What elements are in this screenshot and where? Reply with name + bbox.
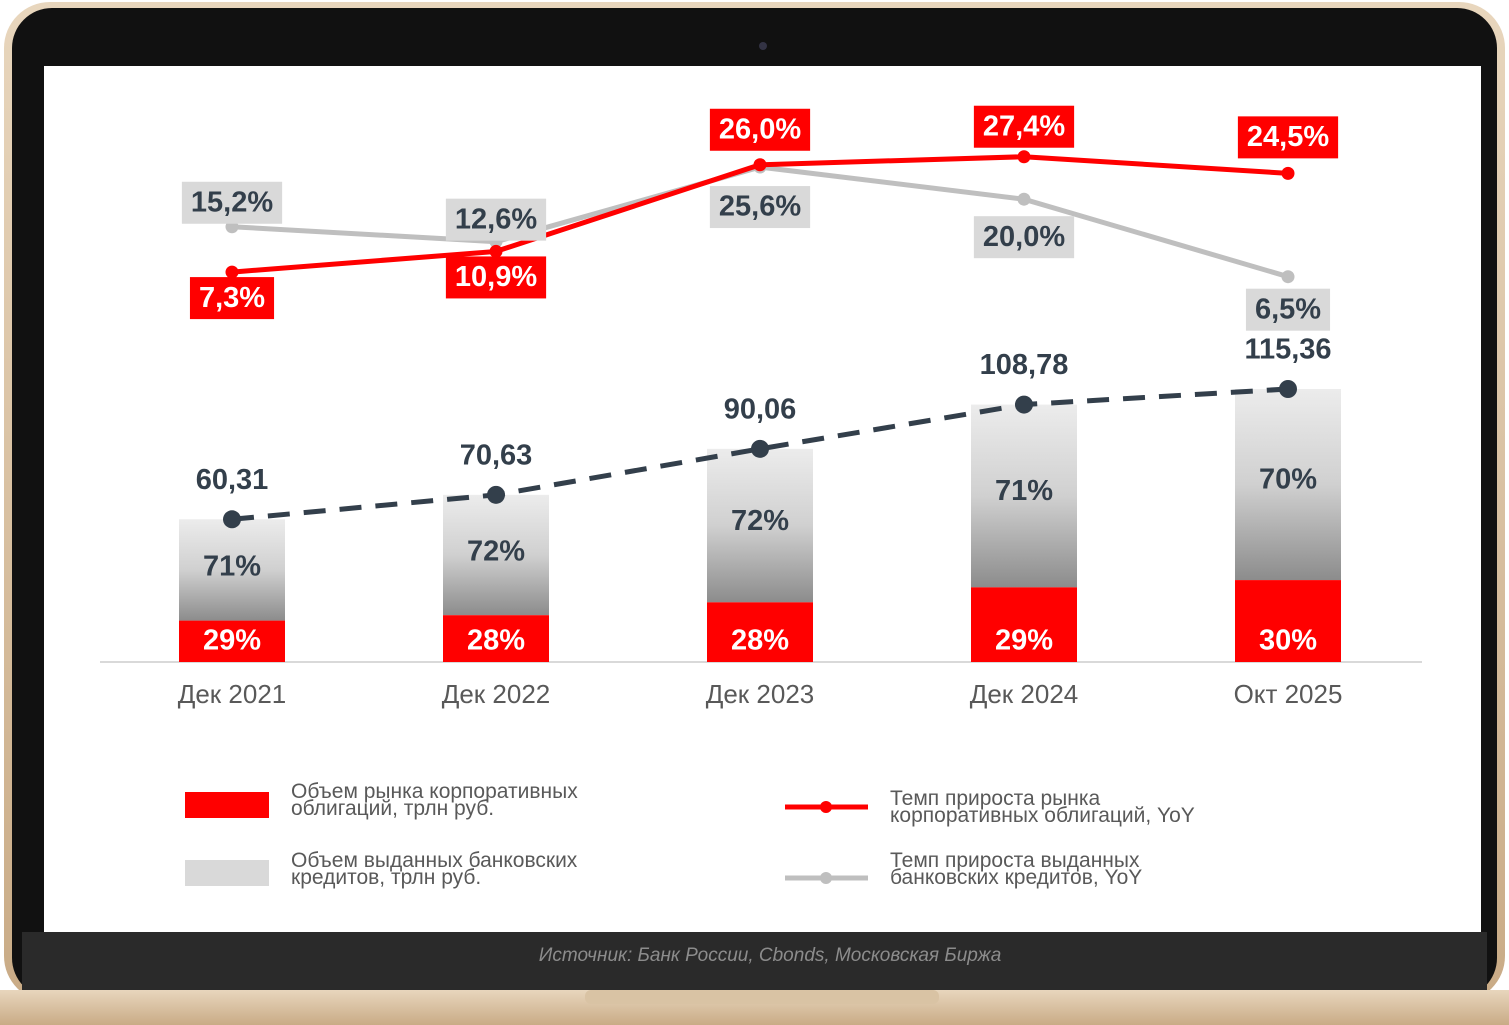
data-label: 15,2% — [191, 186, 273, 218]
growth-marker — [1017, 150, 1031, 164]
data-label: 90,06 — [724, 394, 797, 426]
data-label: 29% — [995, 625, 1053, 657]
bar-segment — [707, 448, 813, 603]
growth-marker — [489, 244, 503, 258]
notch — [585, 990, 939, 1004]
bar-segment — [443, 494, 549, 616]
growth-marker — [1281, 166, 1295, 180]
data-label: 28% — [731, 625, 789, 657]
label-box — [181, 181, 283, 224]
label-box — [973, 105, 1075, 148]
legend-label: Объем рынка корпоративных облигаций, трл… — [291, 780, 578, 820]
x-tick-label: Окт 2025 — [1234, 679, 1343, 709]
data-label: 20,0% — [983, 221, 1065, 253]
bar-segment — [1235, 389, 1341, 581]
data-label: 24,5% — [1247, 121, 1329, 153]
label-box — [709, 186, 811, 229]
data-label: 71% — [995, 475, 1053, 507]
data-label: 108,78 — [980, 349, 1069, 381]
x-tick-label: Дек 2021 — [178, 679, 287, 709]
bar-segment — [971, 587, 1077, 662]
label-box — [189, 277, 275, 320]
data-label: 60,31 — [196, 464, 269, 496]
total-marker — [1279, 380, 1297, 398]
bar-segment — [707, 602, 813, 662]
legend-swatch — [185, 860, 269, 886]
data-label: 7,3% — [199, 282, 265, 314]
legend-label: Темп прироста выданных банковских кредит… — [890, 849, 1143, 889]
label-box — [1237, 116, 1339, 159]
data-label: 70% — [1259, 463, 1317, 495]
x-tick-label: Дек 2024 — [970, 679, 1079, 709]
bar-segment — [179, 620, 285, 662]
source: Источник: Банк России, Cbonds, Московска… — [539, 945, 1002, 966]
camera — [759, 42, 767, 50]
legend-label: Объем выданных банковских кредитов, трлн… — [291, 849, 578, 889]
bar-segment — [971, 404, 1077, 588]
legend-swatch — [820, 872, 832, 884]
data-label: 30% — [1259, 625, 1317, 657]
label-box — [709, 108, 811, 151]
growth-marker — [1017, 192, 1031, 206]
total-marker — [487, 485, 505, 504]
legend-swatch — [185, 792, 269, 818]
data-label: 25,6% — [719, 191, 801, 223]
data-label: 72% — [467, 535, 525, 567]
data-label: 26,0% — [719, 113, 801, 145]
x-tick-label: Дек 2022 — [442, 679, 551, 709]
data-label: 72% — [731, 505, 789, 537]
growth-marker — [225, 265, 239, 279]
total-marker — [1015, 395, 1033, 414]
legend-swatch — [820, 801, 832, 813]
label-box — [1245, 288, 1331, 331]
data-label: 71% — [203, 551, 261, 583]
bar-segment — [1235, 580, 1341, 662]
data-label: 115,36 — [1244, 334, 1331, 366]
label-box — [973, 216, 1075, 259]
data-label: 6,5% — [1255, 293, 1321, 325]
legend-label: Темп прироста рынка корпоративных облига… — [890, 787, 1195, 827]
data-label: 29% — [203, 625, 261, 657]
label-box — [445, 256, 547, 299]
screen-bottom — [22, 932, 1487, 990]
bar-segment — [443, 615, 549, 662]
total-marker — [223, 510, 241, 529]
data-label: 28% — [467, 625, 525, 657]
growth-marker — [1281, 270, 1295, 284]
growth-marker — [753, 158, 767, 172]
data-label: 70,63 — [460, 440, 533, 472]
data-label: 10,9% — [455, 261, 537, 293]
data-label: 12,6% — [455, 203, 537, 235]
label-box — [445, 198, 547, 241]
bar-segment — [179, 519, 285, 621]
total-marker — [751, 439, 769, 458]
x-tick-label: Дек 2023 — [706, 679, 815, 709]
data-label: 27,4% — [983, 110, 1065, 142]
